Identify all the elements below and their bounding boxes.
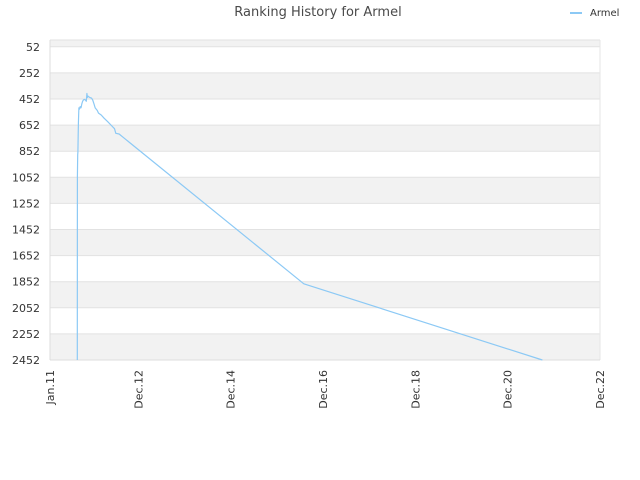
x-tick-label: Dec.22 [594,370,607,409]
y-tick-label: 852 [19,145,40,158]
x-tick-label: Dec.16 [317,370,330,409]
y-tick-label: 52 [26,41,40,54]
chart-title: Ranking History for Armel [234,5,402,20]
y-tick-label: 2452 [12,354,40,367]
grid-band [50,281,600,308]
y-tick-label: 252 [19,67,40,80]
x-tick-label: Dec.12 [132,370,145,409]
y-tick-label: 1052 [12,171,40,184]
y-tick-label: 1452 [12,223,40,236]
grid-band [50,229,600,256]
y-tick-label: 2252 [12,328,40,341]
y-tick-label: 2052 [12,302,40,315]
legend-label: Armel [590,7,620,19]
y-tick-label: 1852 [12,276,40,289]
y-tick-label: 1252 [12,197,40,210]
grid-band [50,98,600,126]
grid-band [50,177,600,204]
x-tick-label: Dec.18 [409,370,422,409]
series-line-armel [76,92,543,361]
y-tick-label: 652 [19,119,40,132]
grid-band [50,333,600,360]
grid-band [50,255,600,282]
x-tick-label: Dec.20 [502,370,515,409]
grid-band [50,72,600,99]
legend[interactable]: Armel [570,6,619,20]
y-tick-label: 1652 [12,250,40,263]
x-tick-label: Jan.11 [44,370,57,405]
grid-band [50,151,600,178]
grid-band [50,46,600,73]
x-tick-label: Dec.14 [225,370,238,409]
grid-band [50,307,600,334]
grid-band [50,125,600,152]
grid-band [50,40,600,47]
grid-band [50,203,600,230]
y-tick-label: 452 [19,93,40,106]
legend-swatch [570,12,582,14]
